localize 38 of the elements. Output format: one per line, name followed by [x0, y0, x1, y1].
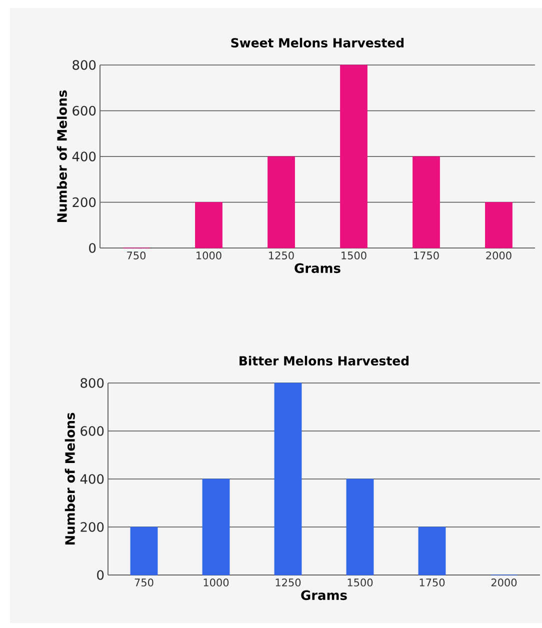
chart-title: Bitter Melons Harvested	[240, 356, 409, 366]
x-tick-label: 750	[127, 252, 146, 260]
bar	[346, 478, 374, 576]
y-tick-label: 800	[72, 60, 96, 70]
y-axis-title: Number of Melons	[56, 90, 67, 222]
chart-title: Sweet Melons Harvested	[231, 38, 404, 48]
y-tick-label: 600	[72, 106, 96, 116]
bar	[274, 382, 302, 576]
bar	[340, 64, 368, 248]
x-tick-label: 1750	[414, 252, 439, 260]
bar	[202, 478, 230, 576]
y-tick-label: 200	[72, 197, 96, 208]
bar	[485, 202, 512, 248]
x-tick-label: 1250	[269, 252, 294, 260]
bar	[268, 156, 295, 248]
x-tick-label: 1000	[204, 578, 229, 586]
y-tick-label: 0	[89, 243, 96, 253]
y-tick-label: 800	[80, 378, 104, 388]
y-tick-label: 0	[97, 570, 104, 580]
bar	[418, 526, 446, 576]
x-tick-label: 2000	[486, 252, 512, 260]
x-tick-label: 750	[134, 578, 154, 586]
x-axis-title: Grams	[294, 263, 340, 274]
bar	[412, 156, 440, 248]
bar	[195, 202, 222, 248]
x-tick-label: 1500	[342, 252, 366, 260]
x-tick-label: 1500	[348, 578, 373, 586]
y-tick-label: 400	[72, 152, 96, 162]
x-tick-label: 2000	[491, 578, 517, 586]
x-tick-label: 1000	[196, 252, 222, 260]
x-tick-label: 1750	[420, 578, 445, 586]
bar	[130, 526, 158, 576]
y-tick-label: 200	[80, 522, 104, 532]
y-tick-label: 600	[80, 426, 104, 436]
x-tick-label: 1250	[276, 578, 301, 586]
y-tick-label: 400	[80, 474, 104, 484]
x-axis-title: Grams	[301, 590, 347, 600]
y-axis-title: Number of Melons	[64, 412, 75, 545]
